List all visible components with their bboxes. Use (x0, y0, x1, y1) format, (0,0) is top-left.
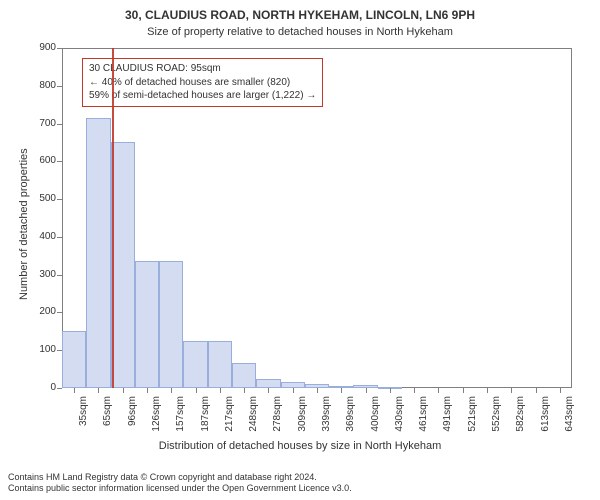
x-tick-label: 369sqm (345, 396, 356, 436)
y-tick-label: 100 (28, 344, 56, 355)
x-tick-mark (487, 388, 488, 393)
x-tick-mark (511, 388, 512, 393)
x-tick-label: 96sqm (127, 396, 138, 436)
x-tick-mark (390, 388, 391, 393)
x-tick-label: 278sqm (272, 396, 283, 436)
x-tick-mark (366, 388, 367, 393)
histogram-bar (208, 341, 232, 388)
footer-line-1: Contains HM Land Registry data © Crown c… (8, 472, 352, 483)
histogram-bar (135, 261, 159, 388)
y-tick-label: 800 (28, 80, 56, 91)
x-axis-label: Distribution of detached houses by size … (0, 440, 600, 452)
x-tick-mark (244, 388, 245, 393)
chart-title-1: 30, CLAUDIUS ROAD, NORTH HYKEHAM, LINCOL… (0, 8, 600, 22)
x-tick-mark (220, 388, 221, 393)
y-tick-mark (57, 388, 62, 389)
x-tick-label: 400sqm (370, 396, 381, 436)
y-tick-label: 600 (28, 155, 56, 166)
x-tick-mark (74, 388, 75, 393)
x-tick-mark (196, 388, 197, 393)
x-tick-label: 217sqm (224, 396, 235, 436)
x-tick-label: 157sqm (175, 396, 186, 436)
y-tick-mark (57, 86, 62, 87)
histogram-bar (232, 363, 256, 388)
x-tick-label: 339sqm (321, 396, 332, 436)
histogram-bar (86, 118, 110, 388)
x-tick-label: 582sqm (515, 396, 526, 436)
y-tick-mark (57, 124, 62, 125)
y-tick-label: 300 (28, 269, 56, 280)
x-tick-label: 65sqm (102, 396, 113, 436)
x-tick-label: 35sqm (78, 396, 89, 436)
y-tick-label: 200 (28, 306, 56, 317)
y-tick-mark (57, 199, 62, 200)
y-tick-mark (57, 275, 62, 276)
x-tick-label: 613sqm (540, 396, 551, 436)
y-tick-mark (57, 312, 62, 313)
x-tick-mark (463, 388, 464, 393)
chart-title-2: Size of property relative to detached ho… (0, 26, 600, 38)
y-tick-label: 700 (28, 118, 56, 129)
footer-attribution: Contains HM Land Registry data © Crown c… (8, 472, 352, 495)
x-tick-label: 309sqm (297, 396, 308, 436)
x-tick-mark (536, 388, 537, 393)
y-tick-label: 400 (28, 231, 56, 242)
annotation-marker-line (112, 48, 114, 388)
x-tick-label: 552sqm (491, 396, 502, 436)
x-tick-label: 491sqm (442, 396, 453, 436)
x-tick-mark (147, 388, 148, 393)
histogram-bar (62, 331, 86, 388)
y-tick-mark (57, 161, 62, 162)
x-tick-label: 643sqm (564, 396, 575, 436)
x-tick-label: 461sqm (418, 396, 429, 436)
annotation-line-3: 59% of semi-detached houses are larger (… (89, 89, 316, 103)
x-tick-mark (414, 388, 415, 393)
y-tick-mark (57, 237, 62, 238)
x-tick-mark (268, 388, 269, 393)
x-tick-label: 521sqm (467, 396, 478, 436)
histogram-bar (183, 341, 207, 388)
x-tick-label: 187sqm (200, 396, 211, 436)
x-tick-mark (171, 388, 172, 393)
x-tick-mark (438, 388, 439, 393)
footer-line-2: Contains public sector information licen… (8, 483, 352, 494)
y-tick-label: 900 (28, 42, 56, 53)
x-tick-mark (98, 388, 99, 393)
x-tick-mark (560, 388, 561, 393)
x-tick-mark (341, 388, 342, 393)
x-tick-mark (293, 388, 294, 393)
y-tick-label: 500 (28, 193, 56, 204)
y-tick-mark (57, 48, 62, 49)
histogram-bar (256, 379, 280, 388)
y-tick-label: 0 (28, 382, 56, 393)
histogram-bar (159, 261, 183, 388)
annotation-line-2: ← 40% of detached houses are smaller (82… (89, 76, 316, 90)
x-tick-label: 126sqm (151, 396, 162, 436)
x-tick-mark (123, 388, 124, 393)
x-tick-label: 430sqm (394, 396, 405, 436)
annotation-line-1: 30 CLAUDIUS ROAD: 95sqm (89, 62, 316, 76)
x-tick-label: 248sqm (248, 396, 259, 436)
annotation-box: 30 CLAUDIUS ROAD: 95sqm ← 40% of detache… (82, 58, 323, 107)
x-tick-mark (317, 388, 318, 393)
